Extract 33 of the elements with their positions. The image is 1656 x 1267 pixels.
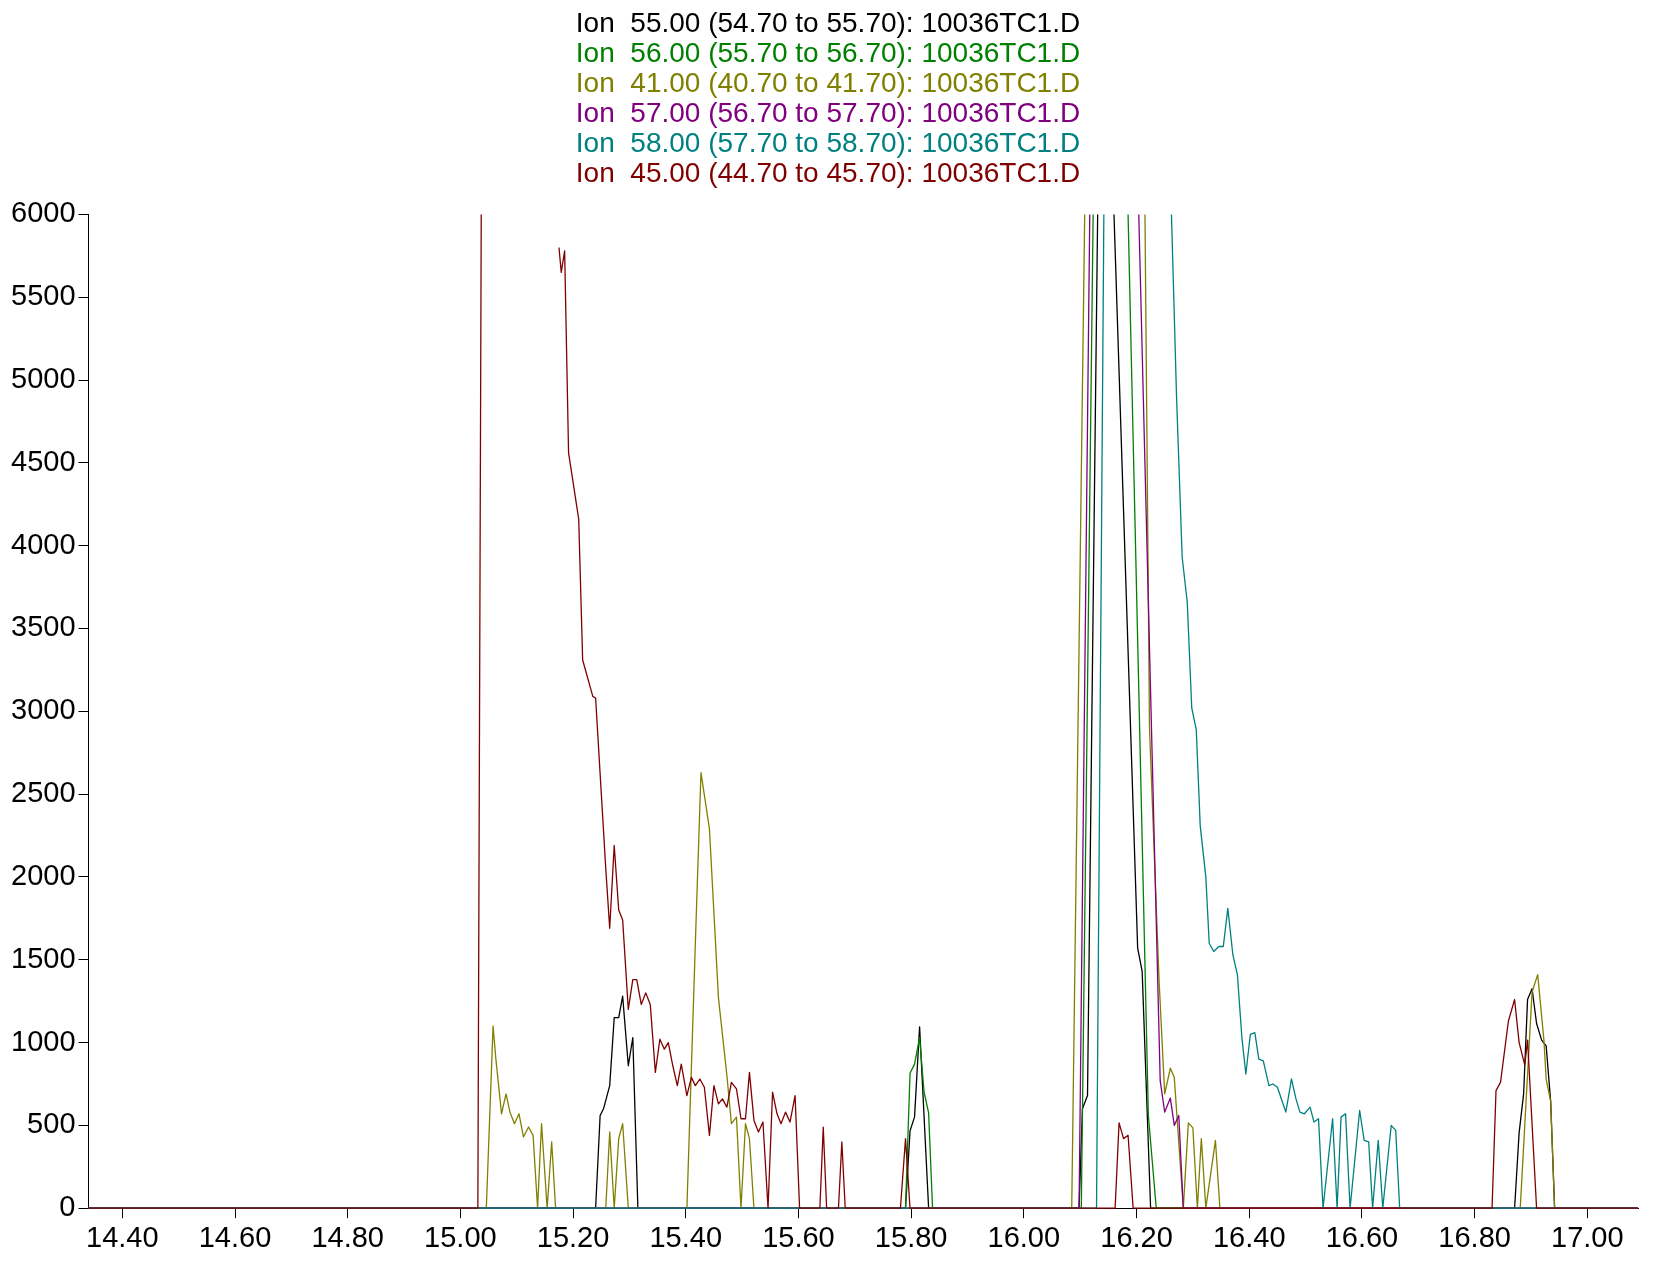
x-tick-label: 16.20: [1100, 1220, 1173, 1253]
text: Ion 55.00 (54.70 to 55.70): 10036TC1.D: [575, 7, 1081, 38]
x-tick-label: 16.80: [1438, 1220, 1511, 1253]
x-tick-label: 16.60: [1325, 1220, 1399, 1253]
y-tick-label: 4500: [11, 444, 76, 477]
text: Ion 45.00 (44.70 to 45.70): 10036TC1.D: [575, 157, 1081, 188]
x-tick-label: 15.00: [424, 1220, 497, 1253]
x-tick-label: 14.40: [86, 1220, 159, 1253]
x-tick-label: 14.60: [198, 1220, 272, 1253]
text: Ion 57.00 (56.70 to 57.70): 10036TC1.D: [575, 97, 1081, 128]
y-tick-label: 3500: [11, 610, 76, 643]
x-tick-label: 15.80: [874, 1220, 948, 1253]
y-tick-label: 1000: [11, 1024, 76, 1057]
y-tick-label: 5000: [11, 362, 76, 395]
y-tick-label: 2500: [11, 776, 76, 809]
y-tick-label: 2000: [11, 858, 76, 891]
y-tick-label: 5500: [11, 279, 76, 312]
text: Ion 58.00 (57.70 to 58.70): 10036TC1.D: [575, 127, 1081, 158]
text: Ion 56.00 (55.70 to 56.70): 10036TC1.D: [575, 37, 1081, 68]
x-tick-label: 14.80: [311, 1220, 384, 1253]
x-tick-label: 15.60: [762, 1220, 835, 1253]
y-tick-label: 6000: [11, 196, 76, 229]
y-tick-label: 1500: [11, 941, 76, 974]
y-tick-label: 500: [27, 1107, 76, 1140]
x-tick-label: 16.00: [987, 1220, 1061, 1253]
x-tick-label: 15.20: [536, 1220, 610, 1253]
text: Ion 41.00 (40.70 to 41.70): 10036TC1.D: [575, 67, 1081, 98]
y-tick-label: 3000: [11, 693, 76, 726]
y-tick-label: 0: [59, 1190, 76, 1223]
x-tick-label: 15.40: [649, 1220, 723, 1253]
x-tick-label: 16.40: [1212, 1220, 1286, 1253]
x-tick-label: 17.00: [1551, 1220, 1624, 1253]
y-tick-label: 4000: [11, 527, 76, 560]
